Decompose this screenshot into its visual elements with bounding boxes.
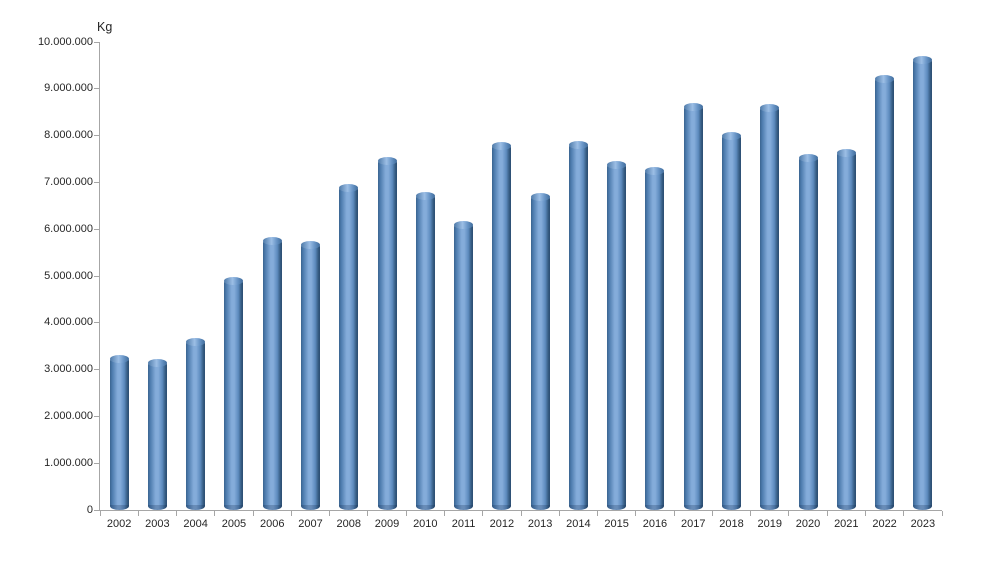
x-axis-tick xyxy=(367,511,369,516)
x-axis-tick xyxy=(864,511,866,516)
x-axis-tick xyxy=(176,511,178,516)
y-axis-tick xyxy=(94,369,99,371)
bar-2003 xyxy=(147,359,167,510)
x-axis-tick-label: 2010 xyxy=(413,518,438,530)
x-axis-tick-label: 2006 xyxy=(259,518,285,530)
bar-2023 xyxy=(913,56,933,510)
bar-2012 xyxy=(492,142,512,510)
x-axis-tick xyxy=(635,511,637,516)
x-axis-tick xyxy=(329,511,331,516)
x-axis-tick-label: 2005 xyxy=(221,518,247,530)
y-axis-tick xyxy=(94,135,99,137)
y-axis-tick-label: 10.000.000 xyxy=(37,35,93,48)
bar-2019 xyxy=(760,104,780,510)
x-axis-tick xyxy=(99,511,101,516)
bar-2017 xyxy=(683,103,703,510)
bar-2016 xyxy=(645,167,665,510)
y-axis-tick-label: 5.000.000 xyxy=(44,269,93,282)
x-axis-tick-label: 2011 xyxy=(451,518,476,530)
x-axis-tick xyxy=(788,511,790,516)
x-axis-tick xyxy=(673,511,675,516)
x-axis-tick-label: 2004 xyxy=(183,518,208,530)
y-axis-tick xyxy=(94,275,99,277)
x-axis-tick-label: 2014 xyxy=(566,518,591,530)
x-axis-tick-label: 2019 xyxy=(757,518,782,530)
x-axis-tick-label: 2002 xyxy=(106,518,132,530)
y-axis-tick xyxy=(94,509,99,511)
x-axis-tick-label: 2015 xyxy=(604,518,629,530)
x-axis-tick xyxy=(597,511,599,516)
x-axis-tick-label: 2020 xyxy=(795,518,821,530)
y-axis-tick-label: 4.000.000 xyxy=(44,316,93,329)
y-axis-tick-label: 6.000.000 xyxy=(44,222,93,235)
x-axis-tick-label: 2007 xyxy=(298,518,323,530)
x-axis-tick-label: 2017 xyxy=(680,518,706,530)
y-axis-tick-label: 8.000.000 xyxy=(44,129,93,142)
y-axis-tick xyxy=(94,228,99,230)
bar-2022 xyxy=(875,75,895,510)
x-axis-line xyxy=(99,510,942,511)
bar-2009 xyxy=(377,157,397,510)
bar-2002 xyxy=(109,355,129,510)
bar-2006 xyxy=(262,237,282,510)
bar-2020 xyxy=(798,154,818,510)
y-axis-tick xyxy=(94,415,99,417)
x-axis-tick xyxy=(711,511,713,516)
x-axis-tick xyxy=(826,511,828,516)
bar-2005 xyxy=(224,277,244,510)
x-axis-tick-label: 2012 xyxy=(489,518,515,530)
x-axis-tick-label: 2023 xyxy=(910,518,936,530)
y-axis-tick-label: 7.000.000 xyxy=(44,175,93,188)
y-axis-tick xyxy=(94,462,99,464)
x-axis-tick-label: 2016 xyxy=(642,518,668,530)
x-axis-tick xyxy=(290,511,292,516)
y-axis-tick-label: 1.000.000 xyxy=(44,456,93,469)
y-axis-tick xyxy=(94,181,99,183)
x-axis-tick xyxy=(443,511,445,516)
bar-2014 xyxy=(568,141,588,510)
y-axis-line xyxy=(99,42,100,511)
x-axis-tick xyxy=(405,511,407,516)
x-axis-tick xyxy=(252,511,254,516)
bar-2015 xyxy=(607,161,627,510)
plot-area xyxy=(94,41,943,516)
x-axis-tick-label: 2013 xyxy=(527,518,553,530)
y-axis-tick xyxy=(94,88,99,90)
x-axis-tick xyxy=(941,511,943,516)
x-axis-tick-label: 2022 xyxy=(872,518,897,530)
x-axis-tick-label: 2018 xyxy=(719,518,744,530)
bar-2018 xyxy=(722,132,741,510)
y-axis-tick xyxy=(94,41,99,43)
bar-2010 xyxy=(415,192,435,510)
bar-2013 xyxy=(530,193,550,510)
y-axis-tick-label: 0 xyxy=(86,503,93,516)
x-axis-tick xyxy=(750,511,752,516)
x-axis-tick xyxy=(482,511,484,516)
y-axis-tick-label: 9.000.000 xyxy=(44,82,93,95)
x-axis-tick-label: 2021 xyxy=(834,518,859,530)
bar-2004 xyxy=(186,338,206,510)
y-axis-tick-label: 3.000.000 xyxy=(44,363,93,376)
x-axis-tick xyxy=(137,511,139,516)
y-axis-unit-label: Kg xyxy=(97,20,113,34)
x-axis-tick-label: 2009 xyxy=(374,518,400,530)
x-axis-tick xyxy=(903,511,905,516)
bar-2008 xyxy=(339,184,359,510)
bar-2021 xyxy=(836,149,856,510)
x-axis-tick-label: 2008 xyxy=(336,518,361,530)
y-axis-tick xyxy=(94,322,99,324)
x-axis-tick xyxy=(214,511,216,516)
x-axis-tick xyxy=(520,511,522,516)
x-axis-tick xyxy=(558,511,560,516)
x-axis-tick-label: 2003 xyxy=(145,518,170,530)
bar-2011 xyxy=(454,221,474,510)
y-axis-tick-label: 2.000.000 xyxy=(44,409,93,422)
bar-2007 xyxy=(301,241,320,510)
